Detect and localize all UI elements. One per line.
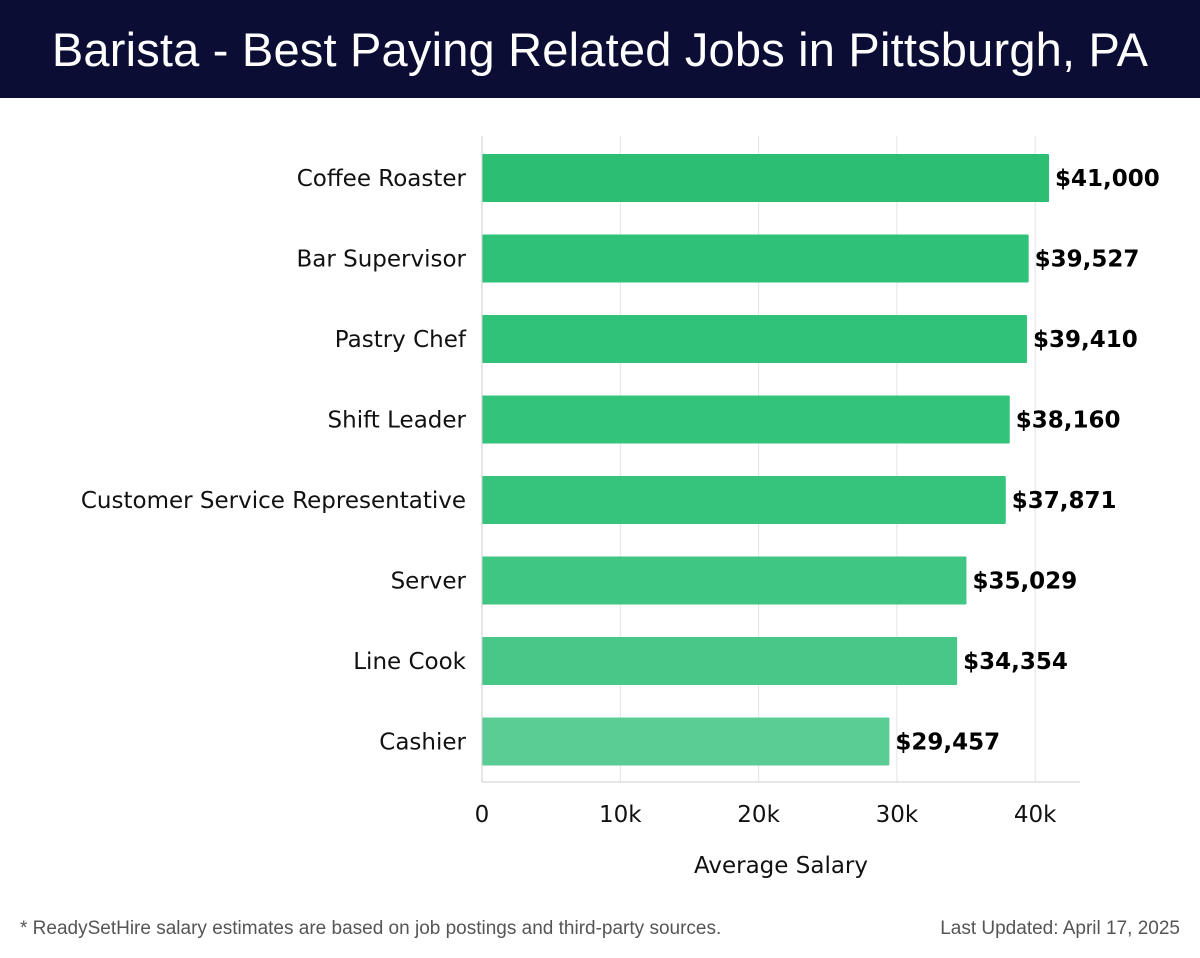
category-label: Cashier <box>379 730 466 756</box>
bar <box>482 637 958 685</box>
value-label: $34,354 <box>963 649 1068 675</box>
category-label: Line Cook <box>353 649 466 675</box>
label-layer: Coffee Roaster $41,000 Bar Supervisor $39,5… <box>81 166 1160 756</box>
category-label: Shift Leader <box>328 408 467 434</box>
category-label: Customer Service Representative <box>81 488 466 514</box>
x-tick-label: 40k <box>1014 802 1057 828</box>
x-axis-title: Average Salary <box>694 853 868 879</box>
x-tick-label: 10k <box>599 802 642 828</box>
x-tick-label: 20k <box>737 802 780 828</box>
value-label: $35,029 <box>972 569 1077 595</box>
footer-updated: Last Updated: April 17, 2025 <box>940 918 1180 939</box>
value-label: $39,410 <box>1033 327 1138 353</box>
bar <box>482 234 1029 283</box>
value-label: $29,457 <box>895 730 1000 756</box>
x-tick-label: 0 <box>475 802 490 828</box>
bar <box>482 476 1006 524</box>
bar <box>482 556 967 605</box>
bar <box>482 154 1050 202</box>
grid-layer <box>619 136 1036 782</box>
chart-svg: 0 10k 20k 30k 40k Average Salary Coffee Roast… <box>81 136 1160 879</box>
value-label: $37,871 <box>1012 488 1117 514</box>
bar <box>482 315 1028 363</box>
category-label: Pastry Chef <box>335 327 467 353</box>
category-label: Coffee Roaster <box>297 166 467 192</box>
header-banner: Barista - Best Paying Related Jobs in Pi… <box>0 0 1200 98</box>
value-label: $41,000 <box>1055 166 1160 192</box>
category-label: Server <box>391 569 467 595</box>
x-tick-label: 30k <box>876 802 919 828</box>
bar <box>482 395 1010 444</box>
footer-note: * ReadySetHire salary estimates are base… <box>20 918 722 939</box>
bar-chart: 0 10k 20k 30k 40k Average Salary Coffee Roast… <box>0 98 1200 898</box>
axis-layer: 0 10k 20k 30k 40k Average Salary <box>475 136 1080 879</box>
page-title: Barista - Best Paying Related Jobs in Pi… <box>51 22 1149 76</box>
category-label: Bar Supervisor <box>296 247 466 273</box>
bar <box>482 717 890 766</box>
value-label: $38,160 <box>1016 408 1121 434</box>
value-label: $39,527 <box>1035 247 1140 273</box>
bar-layer <box>482 154 1050 766</box>
